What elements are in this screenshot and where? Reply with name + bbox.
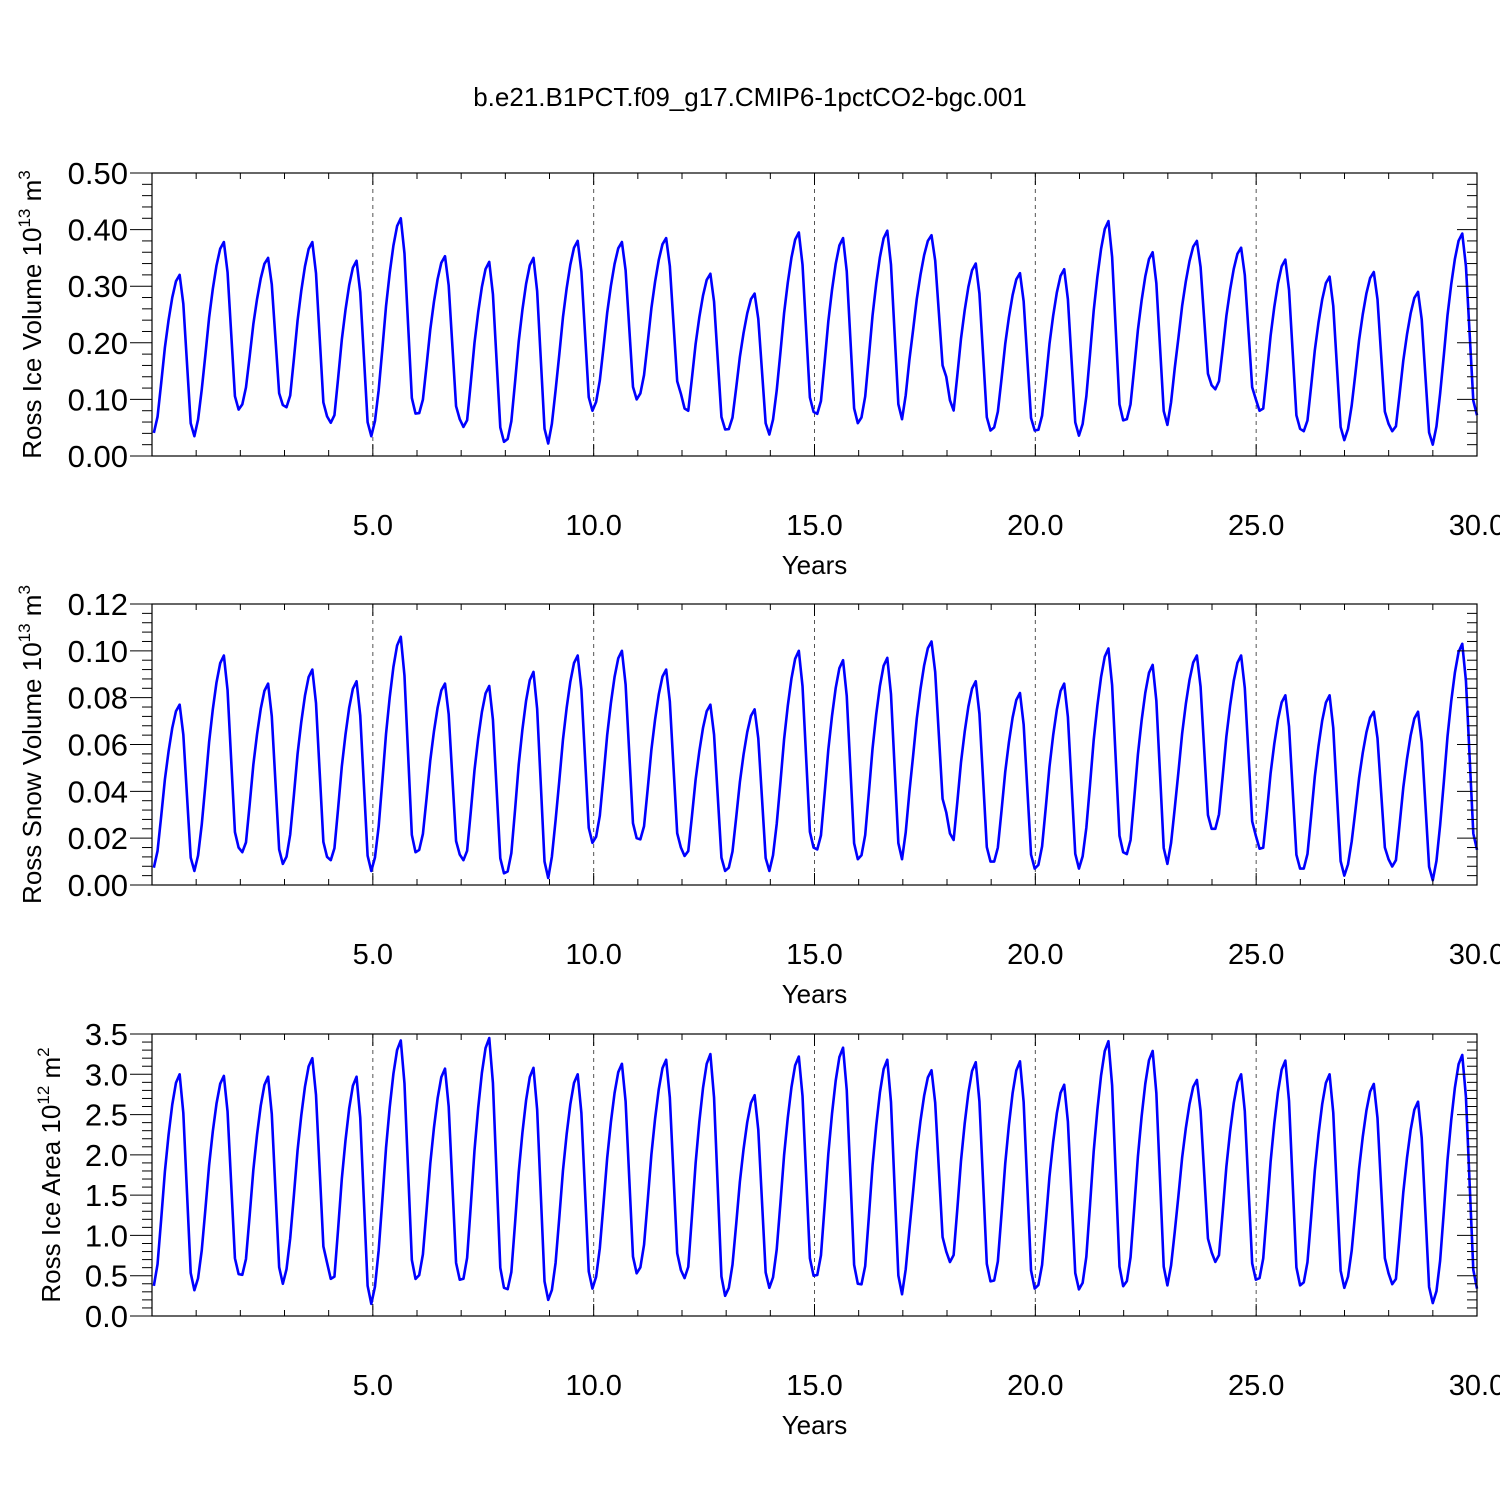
y-axis-label-unit: m: [17, 180, 47, 209]
y-tick-label: 2.0: [85, 1138, 128, 1173]
x-axis-label: Years: [782, 1410, 848, 1440]
y-tick-label: 1.5: [85, 1178, 128, 1213]
y-tick-label: 0.0: [85, 1299, 128, 1334]
x-tick-label: 25.0: [1228, 510, 1284, 542]
y-axis-label-unit-exponent: 3: [15, 585, 34, 594]
x-tick-label: 20.0: [1007, 939, 1063, 971]
y-tick-label: 0.40: [68, 213, 128, 248]
y-tick-label: 0.00: [68, 439, 128, 474]
y-tick-label: 2.5: [85, 1098, 128, 1133]
x-tick-label: 20.0: [1007, 1370, 1063, 1402]
y-tick-label: 0.00: [68, 868, 128, 903]
y-axis-label: Ross Snow Volume 1013 m3: [15, 585, 47, 904]
y-tick-label: 0.08: [68, 681, 128, 716]
y-axis-label: Ross Ice Area 1012 m2: [34, 1047, 66, 1302]
y-axis-label: Ross Ice Volume 1013 m3: [15, 170, 47, 459]
y-axis-label-unit: m: [36, 1057, 66, 1086]
figure-title: b.e21.B1PCT.f09_g17.CMIP6-1pctCO2-bgc.00…: [473, 82, 1027, 112]
y-axis-label-main: Ross Ice Volume 10: [17, 228, 47, 459]
x-tick-label: 30.0: [1449, 939, 1500, 971]
x-tick-label: 5.0: [353, 939, 393, 971]
x-axis-label: Years: [782, 979, 848, 1009]
y-tick-label: 0.10: [68, 382, 128, 417]
series-line: [152, 635, 1479, 882]
x-tick-label: 20.0: [1007, 510, 1063, 542]
y-tick-label: 3.5: [85, 1017, 128, 1052]
panel-2: 5.0 10.0 15.0 20.0 25.0 30.0 Years 0.00 0.02 0.04…: [15, 585, 1500, 1009]
panel-3: 5.0 10.0 15.0 20.0 25.0 30.0 Years 0.0 0.5 1.0 1.5…: [34, 1017, 1500, 1440]
y-tick-label: 0.30: [68, 269, 128, 304]
y-tick-label: 0.04: [68, 774, 128, 809]
y-axis-label-unit: m: [17, 595, 47, 624]
series-line: [152, 216, 1479, 446]
x-axis-label: Years: [782, 550, 848, 580]
x-tick-label: 5.0: [353, 1370, 393, 1402]
y-axis-label-main: Ross Ice Area 10: [36, 1105, 66, 1303]
y-axis-label-unit-exponent: 2: [34, 1047, 53, 1056]
x-tick-label: 5.0: [353, 510, 393, 542]
y-tick-label: 0.02: [68, 821, 128, 856]
y-axis-label-exponent: 13: [15, 209, 34, 228]
x-tick-label: 10.0: [565, 510, 621, 542]
y-tick-label: 0.5: [85, 1259, 128, 1294]
y-tick-label: 0.50: [68, 156, 128, 191]
y-axis-label-exponent: 13: [15, 623, 34, 642]
y-axis-label-unit-exponent: 3: [15, 170, 34, 179]
x-tick-label: 30.0: [1449, 510, 1500, 542]
x-tick-label: 25.0: [1228, 939, 1284, 971]
x-tick-label: 15.0: [786, 939, 842, 971]
x-tick-label: 25.0: [1228, 1370, 1284, 1402]
y-tick-label: 0.10: [68, 634, 128, 669]
x-tick-label: 15.0: [786, 510, 842, 542]
y-tick-label: 0.20: [68, 326, 128, 361]
panel-1: 5.0 10.0 15.0 20.0 25.0 30.0 Years 0.00 0.10 0.20…: [15, 156, 1500, 580]
y-tick-label: 0.12: [68, 587, 128, 622]
x-tick-label: 30.0: [1449, 1370, 1500, 1402]
x-tick-label: 15.0: [786, 1370, 842, 1402]
y-tick-label: 3.0: [85, 1057, 128, 1092]
y-tick-label: 0.06: [68, 728, 128, 763]
series-line: [152, 1036, 1479, 1306]
y-tick-label: 1.0: [85, 1218, 128, 1253]
x-tick-label: 10.0: [565, 939, 621, 971]
y-axis-label-exponent: 12: [34, 1086, 53, 1105]
y-axis-label-main: Ross Snow Volume 10: [17, 642, 47, 904]
x-tick-label: 10.0: [565, 1370, 621, 1402]
